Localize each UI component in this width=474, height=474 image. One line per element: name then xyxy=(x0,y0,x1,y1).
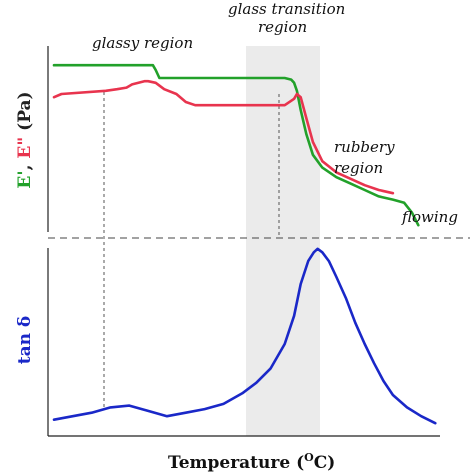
glassy-region-label: glassy region xyxy=(92,34,193,52)
x-axis-label: Temperature (OC) xyxy=(168,451,335,473)
series-line-top-0 xyxy=(52,63,420,227)
series-layer xyxy=(52,63,437,425)
rubbery-label: rubbery xyxy=(334,138,395,156)
series-line-bottom-0 xyxy=(52,247,437,425)
rubbery-region-label: region xyxy=(334,159,383,177)
glass-transition-band xyxy=(246,46,320,436)
ylabel-e-double-prime: E" xyxy=(15,137,35,159)
flowing-label: flowing xyxy=(401,208,458,226)
series-line-top-1 xyxy=(52,79,395,195)
glass-transition-label: glass transition xyxy=(228,0,345,18)
x-axis-label-main: Temperature ( xyxy=(168,453,304,473)
ylabel-unit: (Pa) xyxy=(15,91,35,136)
ylabel-e-prime: E' xyxy=(15,170,35,188)
x-axis-label-end: C) xyxy=(314,453,336,473)
x-axis-label-sup: O xyxy=(304,451,314,464)
bottom-y-axis-label: tan δ xyxy=(15,316,35,365)
ylabel-comma: , xyxy=(15,159,35,171)
top-y-axis-label: E', E" (Pa) xyxy=(15,91,35,188)
glass-transition-region-label: region xyxy=(258,18,307,36)
